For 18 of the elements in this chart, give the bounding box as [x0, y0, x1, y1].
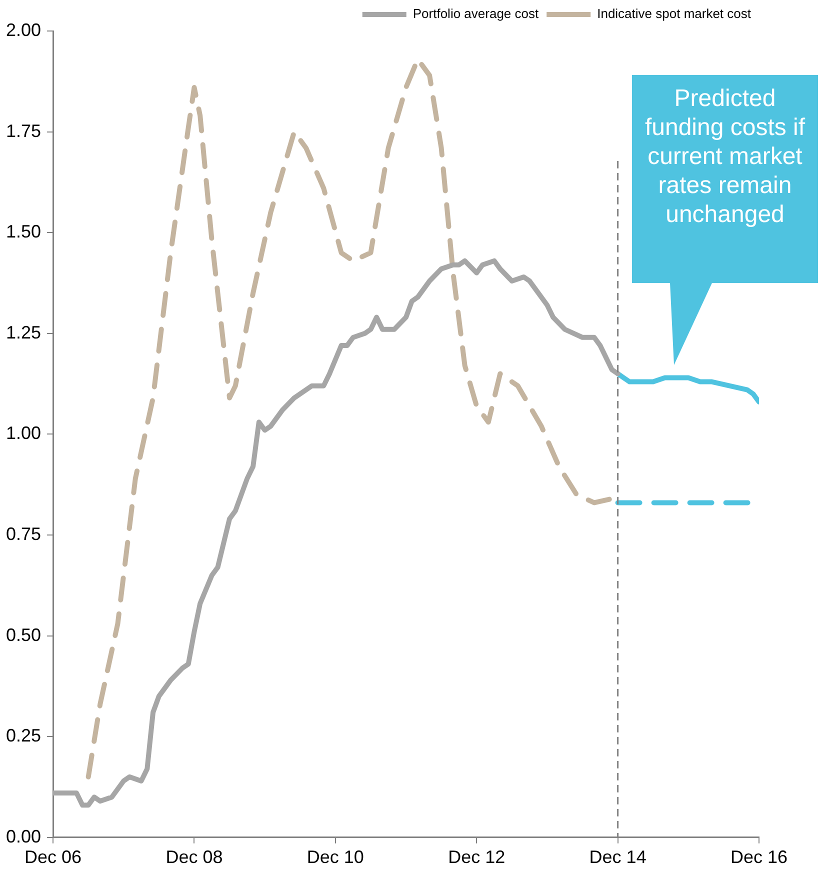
- x-tick-label: Dec 12: [448, 847, 506, 868]
- y-tick-label: 1.25: [6, 322, 42, 342]
- annotation: Predicted funding costs if current market rates remain unchanged: [644, 84, 806, 229]
- x-tick-label: Dec 06: [24, 847, 82, 868]
- legend-label: Portfolio average cost: [412, 6, 539, 22]
- x-tick-label: Dec 14: [589, 847, 646, 868]
- y-tick-label: 1.75: [6, 120, 42, 141]
- x-tick-label: Dec 10: [306, 847, 364, 868]
- y-tick-label: 0.75: [6, 524, 42, 544]
- y-tick-label: 0.00: [6, 826, 42, 846]
- y-tick-label: 0.25: [6, 726, 42, 746]
- y-tick-label: 0.50: [6, 624, 42, 645]
- x-tick-label: Dec 08: [166, 847, 223, 868]
- y-tick-label: 2.00: [6, 20, 42, 40]
- y-tick-label: 1.50: [6, 222, 42, 242]
- legend-label: Indicative spot market cost: [597, 6, 752, 22]
- x-tick-label: Dec 16: [730, 847, 788, 868]
- y-tick-label: 1.00: [6, 423, 42, 444]
